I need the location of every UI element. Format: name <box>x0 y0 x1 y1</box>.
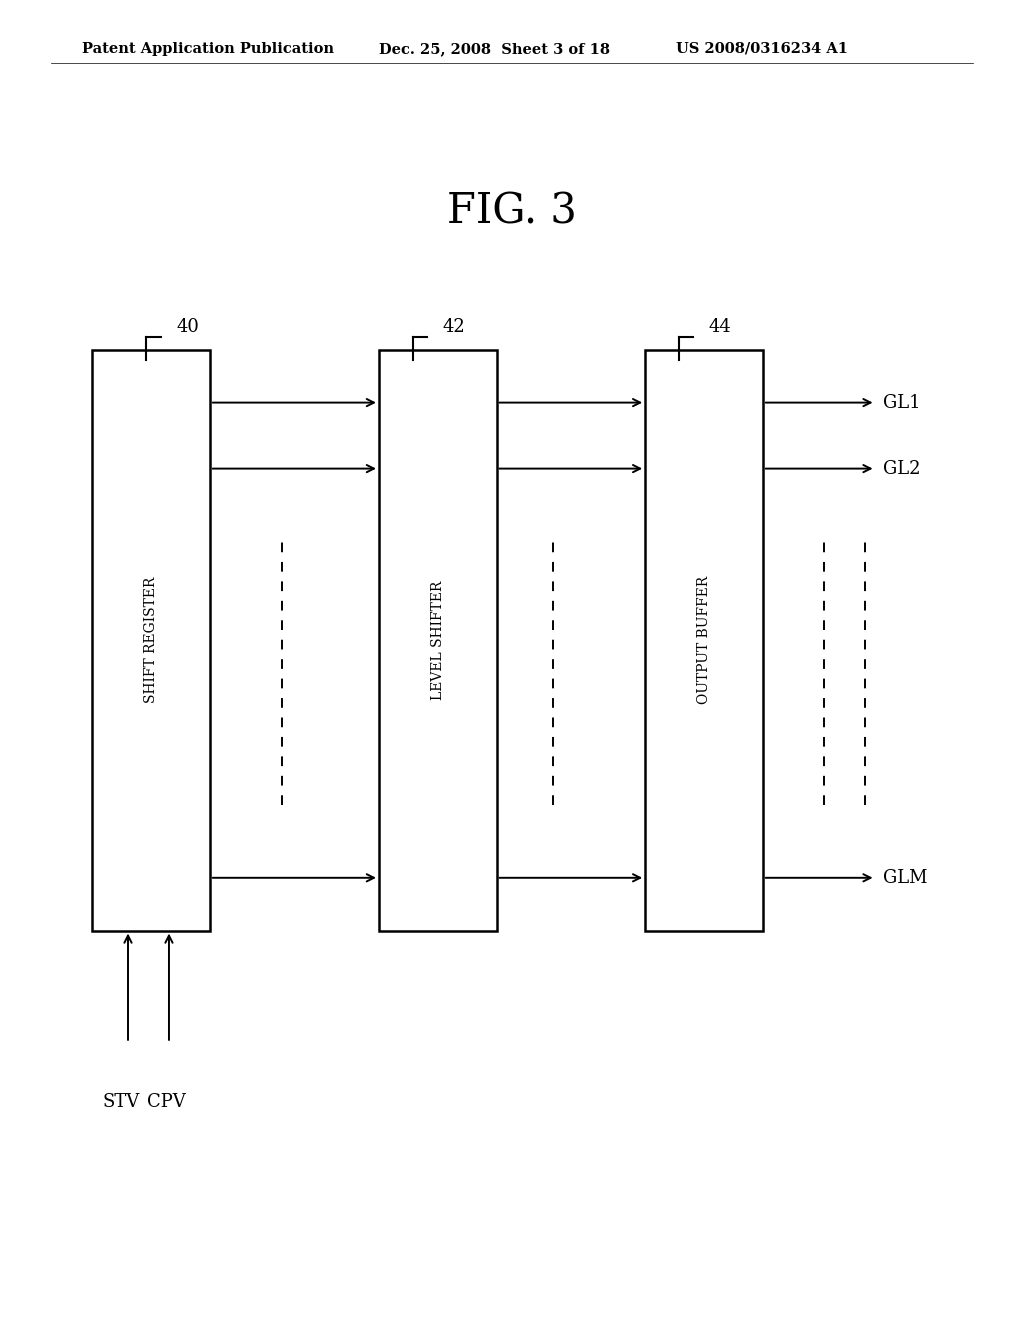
Text: CPV: CPV <box>146 1093 185 1111</box>
Text: GL2: GL2 <box>883 459 921 478</box>
Text: FIG. 3: FIG. 3 <box>447 190 577 232</box>
Text: 44: 44 <box>709 318 731 337</box>
Bar <box>379 350 497 931</box>
Text: 40: 40 <box>176 318 199 337</box>
Text: 42: 42 <box>442 318 465 337</box>
Text: SHIFT REGISTER: SHIFT REGISTER <box>144 577 158 704</box>
Bar <box>645 350 763 931</box>
Text: US 2008/0316234 A1: US 2008/0316234 A1 <box>676 42 848 55</box>
Text: Patent Application Publication: Patent Application Publication <box>82 42 334 55</box>
Text: Dec. 25, 2008  Sheet 3 of 18: Dec. 25, 2008 Sheet 3 of 18 <box>379 42 610 55</box>
Text: STV: STV <box>102 1093 139 1111</box>
Text: LEVEL SHIFTER: LEVEL SHIFTER <box>431 581 444 700</box>
Bar <box>92 350 210 931</box>
Text: GL1: GL1 <box>883 393 921 412</box>
Text: GLM: GLM <box>883 869 927 887</box>
Text: OUTPUT BUFFER: OUTPUT BUFFER <box>697 576 711 705</box>
